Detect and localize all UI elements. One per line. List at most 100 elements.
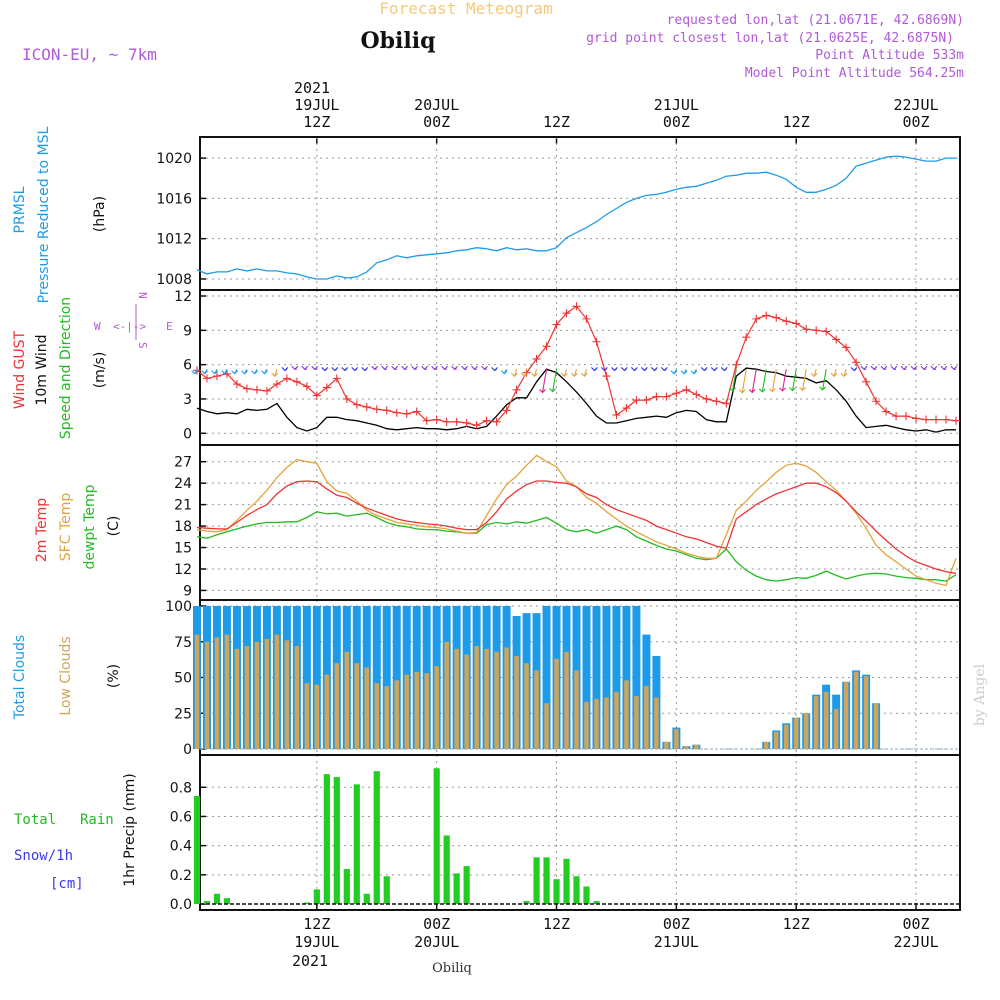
gust-point <box>362 402 371 411</box>
gust-point <box>782 317 791 326</box>
y-tick-label: 18 <box>174 519 192 535</box>
gust-point <box>582 314 591 323</box>
gust-point <box>562 309 571 318</box>
bar-low-clouds <box>264 638 270 749</box>
wind-arrow-head <box>401 365 409 370</box>
y-tick-label: 1012 <box>156 232 192 248</box>
bar-low-clouds <box>614 691 619 749</box>
bar-low-clouds <box>823 691 829 749</box>
gust-point <box>652 392 661 401</box>
bar-low-clouds <box>853 671 859 749</box>
gust-point <box>632 396 641 405</box>
y-tick-label: 15 <box>174 541 192 557</box>
gust-point <box>682 385 691 394</box>
gust-point <box>232 380 241 389</box>
wind-arrow-head <box>521 372 528 378</box>
bar-precip <box>593 901 600 904</box>
gust-point <box>752 314 761 323</box>
y-tick-label: 1008 <box>156 272 192 288</box>
clouds-unit: (%) <box>106 664 122 688</box>
bar-low-clouds <box>194 634 200 749</box>
footer-station: Obiliq <box>432 961 472 976</box>
y-tick-label: 9 <box>183 323 192 339</box>
wind-arrow-head <box>830 372 838 378</box>
gust-point <box>702 394 711 403</box>
bar-low-clouds <box>773 731 779 749</box>
wind-arrow <box>583 369 588 377</box>
gust-point <box>912 414 921 423</box>
wind-arrow-head <box>799 386 806 392</box>
bar-low-clouds <box>254 641 260 749</box>
wind-arrow-head <box>451 365 458 370</box>
bar-precip <box>193 796 201 904</box>
panel-temperature: 9 12 15 18 21 24 27 <box>174 444 961 601</box>
y-tick-label: 100 <box>165 599 192 615</box>
model-label: ICON-EU, ~ 7km <box>22 45 157 64</box>
wind-arrow-head <box>610 367 618 372</box>
model-altitude: Model Point Altitude 564.25m <box>745 66 964 81</box>
wind-arrow-head <box>789 387 796 392</box>
bar-low-clouds <box>504 647 509 749</box>
top-hour-label: 12Z <box>543 113 570 131</box>
bar-precip <box>533 857 540 904</box>
gust-point <box>812 326 821 335</box>
panel-wind: 0 3 6 9 12 <box>174 289 961 446</box>
gust-point <box>872 397 881 406</box>
bar-low-clouds <box>324 674 330 749</box>
top-date-label: 22JUL <box>893 96 938 114</box>
bar-low-clouds <box>294 646 300 749</box>
gust-point <box>942 415 951 424</box>
wind-arrow-head <box>201 370 209 375</box>
bar-low-clouds <box>434 666 439 749</box>
bar-low-clouds <box>214 637 220 749</box>
bar-precip <box>523 901 530 904</box>
wind-arrow-head <box>860 365 868 370</box>
gust-point <box>662 392 671 401</box>
wind-arrow <box>833 369 837 377</box>
wind-arrow <box>822 369 827 390</box>
compass-s: S <box>136 342 149 349</box>
pressure-label-msl: Pressure Reduced to MSL <box>36 126 52 303</box>
wind-arrow <box>801 369 807 391</box>
bar-low-clouds <box>574 670 579 749</box>
bar-total-clouds <box>382 606 391 749</box>
wind-arrow-head <box>950 365 958 370</box>
bar-low-clouds <box>863 676 869 749</box>
wind-arrow <box>791 369 797 391</box>
gust-point <box>802 325 811 334</box>
wind-arrow-head <box>301 365 309 370</box>
bar-low-clouds <box>594 698 599 749</box>
bar-low-clouds <box>484 648 489 749</box>
wind-arrow-head <box>231 370 238 375</box>
bar-low-clouds <box>494 651 499 749</box>
gust-point <box>692 390 701 399</box>
bar-low-clouds <box>534 670 539 749</box>
wind-arrow-head <box>660 367 668 372</box>
bar-precip <box>563 858 570 904</box>
bar-low-clouds <box>564 651 569 749</box>
compass-n: N <box>136 292 149 299</box>
bar-low-clouds <box>364 667 370 749</box>
wind-arrow-head <box>351 367 359 372</box>
wind-unit: (m/s) <box>92 352 108 389</box>
bar-low-clouds <box>444 641 449 749</box>
bar-low-clouds <box>244 646 250 749</box>
bar-low-clouds <box>354 663 360 749</box>
top-hour-label: 12Z <box>783 113 810 131</box>
wind-arrow <box>274 369 278 377</box>
gust-point <box>822 327 831 336</box>
gust-point <box>672 389 681 398</box>
panel-frame <box>199 136 961 291</box>
bar-total-clouds <box>582 606 591 749</box>
y-tick-label: 0.4 <box>170 839 192 855</box>
gust-point <box>592 337 601 346</box>
bar-low-clouds <box>554 658 559 749</box>
gust-point <box>402 409 411 418</box>
bar-low-clouds <box>524 663 529 749</box>
gust-point <box>852 358 861 367</box>
compass-ew: <-|-> <box>113 320 146 333</box>
bar-low-clouds <box>783 724 789 749</box>
wind-arrow-head <box>880 365 888 370</box>
gust-point <box>732 360 741 369</box>
